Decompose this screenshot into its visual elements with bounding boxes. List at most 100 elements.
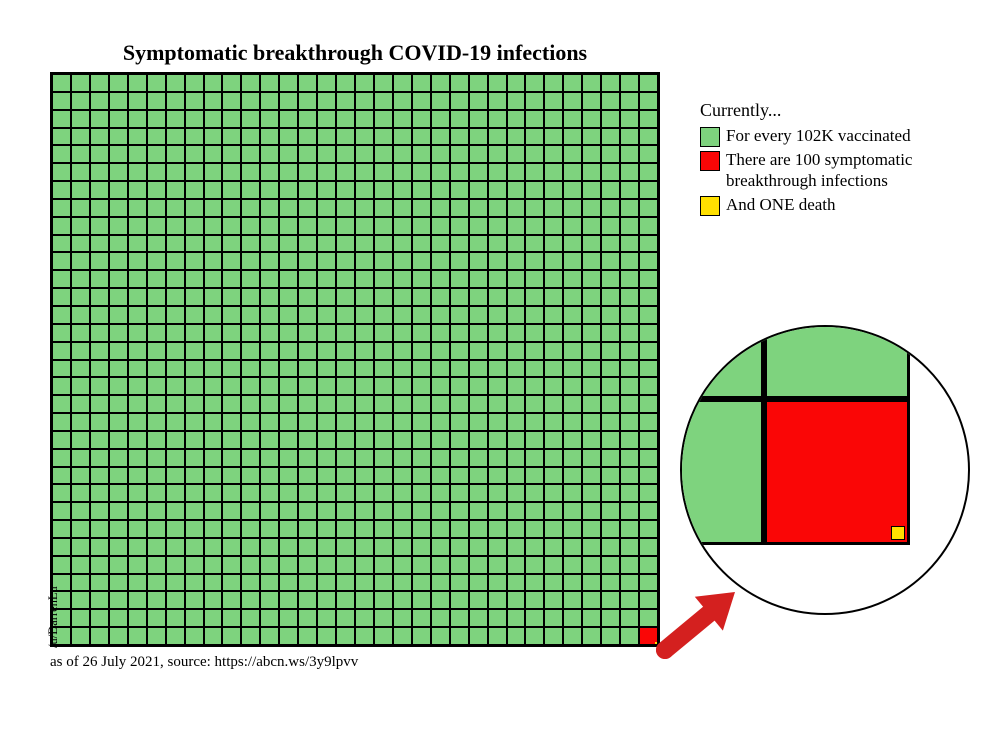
grid-cell — [374, 609, 393, 627]
grid-cell — [601, 502, 620, 520]
grid-cell — [52, 217, 71, 235]
grid-cell — [241, 538, 260, 556]
grid-cell — [525, 181, 544, 199]
grid-cell — [393, 520, 412, 538]
grid-cell — [582, 181, 601, 199]
grid-cell — [298, 413, 317, 431]
grid-cell — [128, 181, 147, 199]
grid-cell — [260, 288, 279, 306]
grid-cell — [393, 181, 412, 199]
grid-cell — [317, 609, 336, 627]
zoom-cell — [680, 325, 764, 399]
grid-cell — [317, 627, 336, 645]
grid-cell — [620, 484, 639, 502]
grid-cell — [620, 74, 639, 92]
grid-cell — [393, 538, 412, 556]
grid-cell — [166, 413, 185, 431]
grid-cell — [279, 110, 298, 128]
grid-cell — [412, 270, 431, 288]
grid-cell — [317, 163, 336, 181]
grid-cell — [260, 270, 279, 288]
grid-cell — [279, 199, 298, 217]
grid-cell — [488, 360, 507, 378]
grid-cell — [90, 360, 109, 378]
grid-cell — [241, 609, 260, 627]
grid-cell — [469, 128, 488, 146]
grid-cell — [488, 413, 507, 431]
grid-cell — [507, 217, 526, 235]
grid-cell — [222, 324, 241, 342]
grid-cell — [147, 110, 166, 128]
grid-cell — [336, 502, 355, 520]
grid-cell — [317, 128, 336, 146]
grid-cell — [488, 377, 507, 395]
grid-cell — [298, 360, 317, 378]
grid-cell — [374, 74, 393, 92]
grid-cell — [71, 484, 90, 502]
grid-cell — [355, 181, 374, 199]
grid-cell — [544, 574, 563, 592]
grid-cell — [488, 181, 507, 199]
grid-cell — [488, 520, 507, 538]
grid-cell — [412, 591, 431, 609]
grid-cell — [52, 128, 71, 146]
grid-cell — [128, 377, 147, 395]
grid-cell — [336, 145, 355, 163]
grid-cell — [147, 377, 166, 395]
grid-cell — [620, 270, 639, 288]
grid-cell — [450, 306, 469, 324]
grid-cell — [279, 591, 298, 609]
grid-cell — [488, 502, 507, 520]
grid-cell — [431, 217, 450, 235]
grid-cell — [279, 502, 298, 520]
grid-cell — [279, 181, 298, 199]
grid-cell — [222, 609, 241, 627]
grid-cell — [204, 217, 223, 235]
grid-cell — [525, 306, 544, 324]
grid-cell — [166, 449, 185, 467]
grid-cell — [639, 270, 658, 288]
grid-cell — [90, 377, 109, 395]
grid-cell — [469, 449, 488, 467]
grid-cell — [336, 449, 355, 467]
grid-cell — [431, 377, 450, 395]
grid-cell — [525, 92, 544, 110]
grid-cell — [298, 270, 317, 288]
grid-cell — [298, 609, 317, 627]
grid-cell — [166, 74, 185, 92]
grid-cell — [90, 574, 109, 592]
grid-cell — [620, 128, 639, 146]
grid-cell — [52, 556, 71, 574]
grid-cell — [393, 110, 412, 128]
grid-cell — [166, 484, 185, 502]
grid-cell — [601, 449, 620, 467]
grid-cell — [582, 360, 601, 378]
grid-cell — [431, 484, 450, 502]
grid-cell — [507, 92, 526, 110]
legend: Currently... For every 102K vaccinatedTh… — [700, 100, 980, 218]
grid-cell — [431, 431, 450, 449]
grid-cell — [525, 556, 544, 574]
grid-cell — [128, 502, 147, 520]
grid-cell — [185, 181, 204, 199]
grid-cell — [241, 502, 260, 520]
grid-cell — [601, 181, 620, 199]
grid-cell — [507, 163, 526, 181]
grid-cell — [412, 502, 431, 520]
grid-cell — [525, 413, 544, 431]
grid-cell — [317, 199, 336, 217]
grid-cell — [620, 288, 639, 306]
grid-cell — [52, 306, 71, 324]
grid-cell — [469, 181, 488, 199]
grid-cell — [355, 92, 374, 110]
grid-cell — [336, 574, 355, 592]
grid-cell — [544, 484, 563, 502]
grid-cell — [166, 235, 185, 253]
grid-cell — [317, 306, 336, 324]
grid-cell — [450, 502, 469, 520]
grid-cell — [279, 145, 298, 163]
grid-cell — [109, 538, 128, 556]
grid-cell — [507, 591, 526, 609]
grid-cell — [279, 270, 298, 288]
grid-cell — [317, 556, 336, 574]
